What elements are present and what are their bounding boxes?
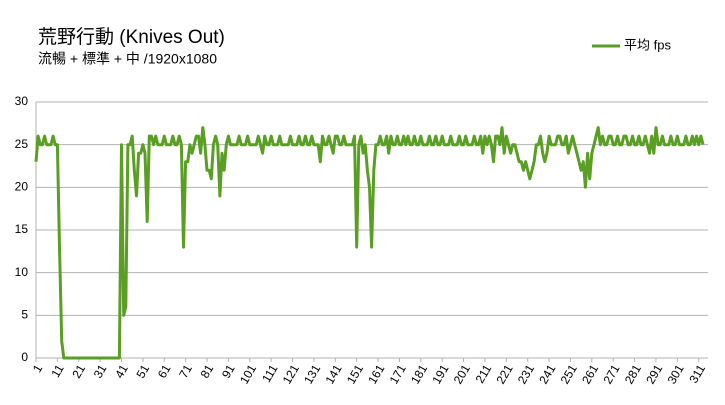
y-tick-label: 10 — [15, 265, 29, 279]
chart-subtitle: 流暢 + 標準 + 中 /1920x1080 — [38, 51, 217, 67]
x-tick-label: 271 — [600, 362, 622, 387]
x-tick-label: 41 — [112, 362, 131, 381]
x-tick-label: 151 — [344, 362, 366, 387]
y-tick-label: 5 — [21, 308, 28, 322]
x-tick-label: 21 — [69, 362, 88, 381]
x-tick-label: 251 — [558, 362, 580, 387]
x-tick-label: 201 — [451, 362, 473, 387]
x-tick-label: 81 — [198, 362, 217, 381]
x-tick-label: 181 — [408, 362, 430, 387]
y-tick-label: 25 — [15, 137, 29, 151]
x-tick-label: 1 — [30, 362, 46, 375]
x-tick-label: 121 — [280, 362, 302, 387]
x-tick-label: 51 — [133, 362, 152, 381]
y-tick-label: 20 — [15, 180, 29, 194]
x-tick-label: 231 — [515, 362, 537, 387]
x-tick-label: 101 — [237, 362, 259, 387]
x-tick-label: 91 — [219, 362, 238, 381]
y-tick-label: 0 — [21, 350, 28, 364]
x-tick-label: 301 — [665, 362, 687, 387]
x-tick-label: 11 — [48, 362, 67, 380]
x-tick-label: 131 — [301, 362, 323, 387]
x-tick-label: 281 — [622, 362, 644, 387]
chart-title: 荒野行動 (Knives Out) — [38, 26, 225, 48]
x-tick-label: 171 — [387, 362, 409, 387]
legend-label: 平均 fps — [624, 37, 671, 52]
x-tick-label: 111 — [259, 362, 280, 385]
x-tick-label: 161 — [365, 362, 387, 387]
x-tick-label: 241 — [536, 362, 558, 387]
x-tick-label: 31 — [91, 362, 110, 381]
x-tick-label: 61 — [155, 362, 174, 381]
x-tick-label: 291 — [643, 362, 665, 387]
x-tick-label: 261 — [579, 362, 601, 387]
x-tick-label: 191 — [429, 362, 451, 387]
series-line — [34, 126, 705, 360]
y-tick-label: 30 — [15, 94, 29, 108]
x-tick-label: 211 — [473, 362, 495, 386]
x-tick-label: 71 — [176, 362, 195, 381]
y-tick-label: 15 — [15, 222, 29, 236]
x-tick-label: 221 — [494, 362, 516, 387]
x-tick-label: 311 — [686, 362, 708, 386]
x-tick-label: 141 — [322, 362, 344, 387]
